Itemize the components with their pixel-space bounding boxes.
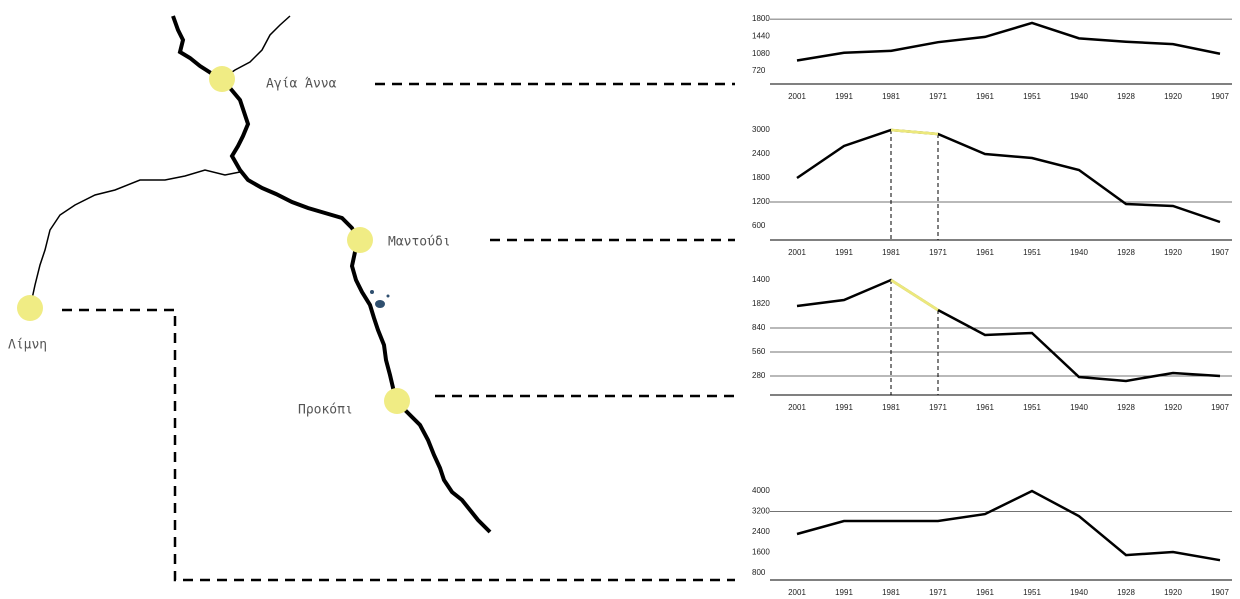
river [221, 15, 291, 80]
x-tick-label: 1971 [929, 92, 947, 101]
x-tick-label: 1951 [1023, 588, 1041, 597]
x-tick-label: 1920 [1164, 92, 1182, 101]
x-tick-label: 1920 [1164, 588, 1182, 597]
river [171, 15, 492, 534]
x-tick-label: 1940 [1070, 248, 1088, 257]
x-tick-label: 1940 [1070, 403, 1088, 412]
place-label: Λίμνη [8, 338, 47, 353]
y-tick-label: 280 [752, 371, 766, 380]
x-tick-label: 1961 [976, 403, 994, 412]
x-tick-label: 1991 [835, 403, 853, 412]
x-tick-label: 1991 [835, 588, 853, 597]
x-tick-label: 1951 [1023, 403, 1041, 412]
x-tick-label: 1961 [976, 92, 994, 101]
y-tick-label: 1800 [752, 173, 770, 182]
place-marker [209, 66, 235, 92]
x-tick-label: 1961 [976, 248, 994, 257]
x-tick-label: 1991 [835, 92, 853, 101]
river [29, 169, 241, 309]
y-tick-label: 3000 [752, 125, 770, 134]
y-tick-label: 600 [752, 221, 766, 230]
y-tick-label: 2400 [752, 527, 770, 536]
x-tick-label: 1971 [929, 403, 947, 412]
place-label: Αγία Άννα [266, 77, 337, 92]
x-tick-label: 1907 [1211, 588, 1229, 597]
x-tick-label: 1951 [1023, 248, 1041, 257]
lake [370, 290, 390, 308]
x-tick-label: 1971 [929, 588, 947, 597]
x-tick-label: 1907 [1211, 403, 1229, 412]
connectors [62, 82, 735, 582]
place-label: Προκόπι [298, 403, 353, 418]
highlight-segment [890, 128, 939, 136]
y-tick-label: 4000 [752, 486, 770, 495]
data-line [796, 278, 1221, 383]
y-tick-label: 800 [752, 568, 766, 577]
y-tick-label: 720 [752, 66, 766, 75]
x-tick-label: 1907 [1211, 248, 1229, 257]
place-markers [17, 66, 410, 414]
x-tick-label: 1981 [882, 588, 900, 597]
x-tick-label: 1961 [976, 588, 994, 597]
x-tick-label: 2001 [788, 588, 806, 597]
x-tick-label: 2001 [788, 248, 806, 257]
highlight-segment [890, 278, 939, 312]
x-tick-label: 1907 [1211, 92, 1229, 101]
y-tick-label: 3200 [752, 507, 770, 516]
y-tick-label: 1800 [752, 14, 770, 23]
y-tick-label: 840 [752, 323, 766, 332]
y-tick-label: 1600 [752, 548, 770, 557]
y-tick-label: 1400 [752, 275, 770, 284]
y-tick-label: 1820 [752, 299, 770, 308]
x-tick-label: 1991 [835, 248, 853, 257]
x-tick-label: 1920 [1164, 403, 1182, 412]
rivers [29, 15, 492, 534]
x-tick-label: 1928 [1117, 588, 1135, 597]
x-tick-label: 1981 [882, 248, 900, 257]
x-tick-label: 1928 [1117, 248, 1135, 257]
y-tick-label: 1200 [752, 197, 770, 206]
x-tick-label: 1920 [1164, 248, 1182, 257]
place-marker [347, 227, 373, 253]
x-tick-label: 1940 [1070, 588, 1088, 597]
connector [62, 308, 735, 582]
x-tick-label: 1981 [882, 92, 900, 101]
x-tick-label: 1971 [929, 248, 947, 257]
y-tick-label: 1080 [752, 49, 770, 58]
x-tick-label: 1951 [1023, 92, 1041, 101]
x-tick-label: 1940 [1070, 92, 1088, 101]
x-tick-label: 1981 [882, 403, 900, 412]
x-tick-label: 2001 [788, 403, 806, 412]
data-line [796, 21, 1221, 62]
place-marker [384, 388, 410, 414]
place-label: Μαντούδι [388, 235, 451, 250]
y-tick-label: 560 [752, 347, 766, 356]
x-tick-label: 1928 [1117, 92, 1135, 101]
x-tick-label: 1928 [1117, 403, 1135, 412]
data-line [796, 489, 1221, 562]
y-tick-label: 2400 [752, 149, 770, 158]
y-tick-label: 1440 [752, 32, 770, 41]
data-line [796, 128, 1221, 224]
x-tick-label: 2001 [788, 92, 806, 101]
place-marker [17, 295, 43, 321]
